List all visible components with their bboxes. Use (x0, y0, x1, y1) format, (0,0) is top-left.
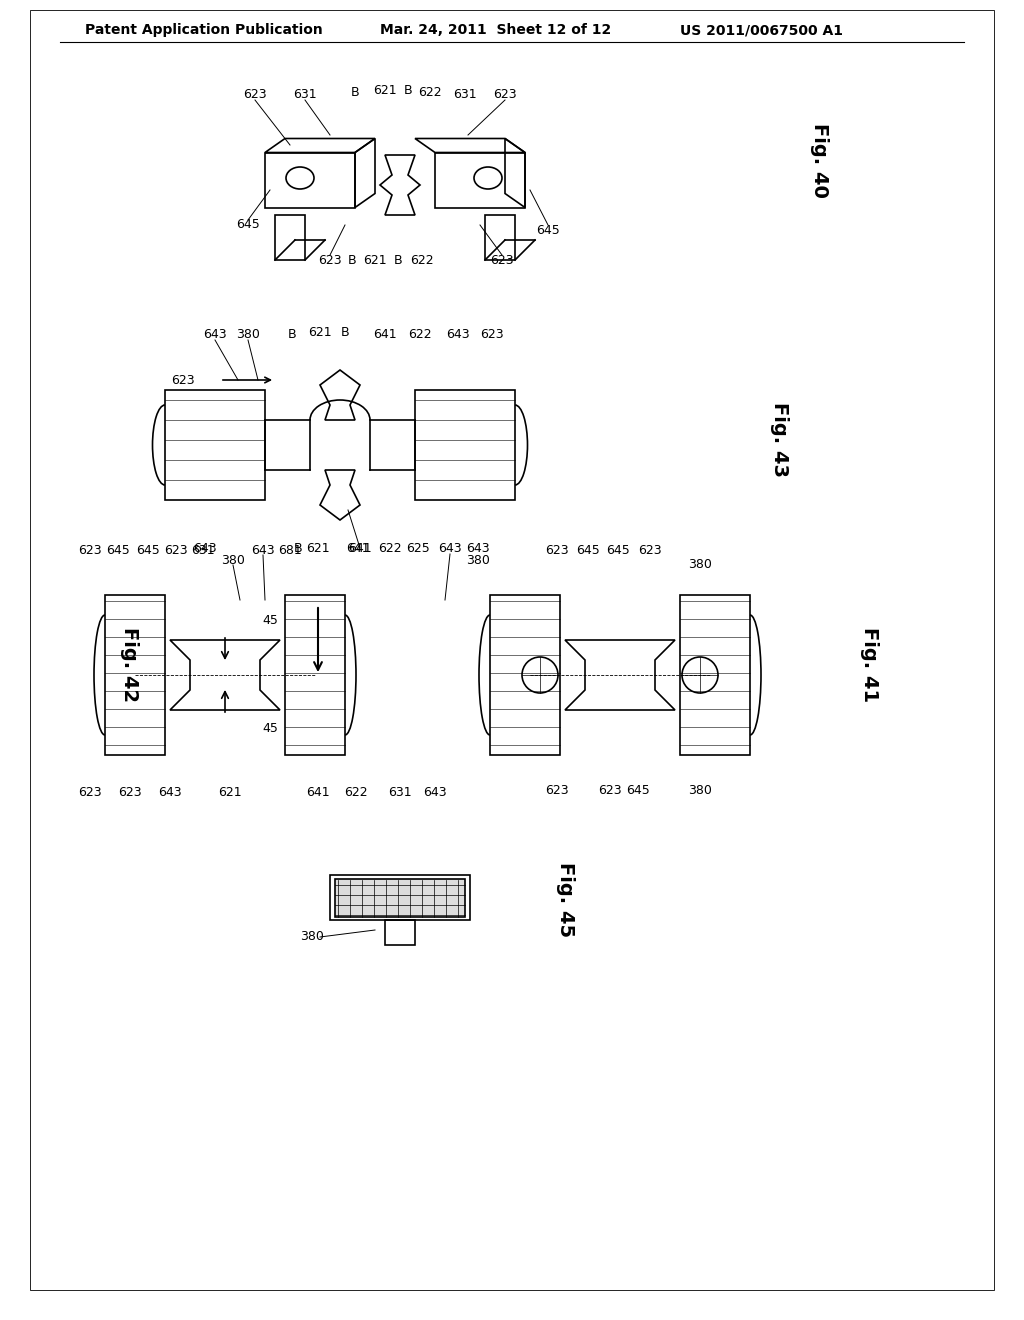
Text: 623: 623 (243, 88, 267, 102)
Text: 621: 621 (364, 253, 387, 267)
Text: 645: 645 (537, 223, 560, 236)
Text: 623: 623 (78, 544, 101, 557)
Text: B: B (341, 326, 349, 339)
Text: Fig. 41: Fig. 41 (860, 627, 880, 702)
Text: 380: 380 (221, 553, 245, 566)
Text: 645: 645 (626, 784, 650, 796)
Text: 643: 643 (423, 787, 446, 800)
Text: 631: 631 (454, 88, 477, 102)
Text: 622: 622 (418, 86, 441, 99)
Text: Patent Application Publication: Patent Application Publication (85, 22, 323, 37)
Text: 380: 380 (237, 329, 260, 342)
Text: US 2011/0067500 A1: US 2011/0067500 A1 (680, 22, 843, 37)
Text: 45: 45 (262, 614, 278, 627)
Text: 622: 622 (344, 787, 368, 800)
Text: 641: 641 (346, 541, 370, 554)
Text: 645: 645 (606, 544, 630, 557)
Text: 643: 643 (194, 541, 217, 554)
Text: 623: 623 (318, 253, 342, 267)
Text: 681: 681 (279, 544, 302, 557)
Text: 623: 623 (638, 544, 662, 557)
Text: 623: 623 (545, 784, 568, 796)
Text: B: B (403, 83, 413, 96)
Text: 621: 621 (218, 787, 242, 800)
Text: 380: 380 (300, 931, 324, 944)
Text: 622: 622 (411, 253, 434, 267)
Text: 621: 621 (306, 541, 330, 554)
Text: Fig. 42: Fig. 42 (121, 627, 139, 702)
Text: Fig. 40: Fig. 40 (811, 123, 829, 198)
FancyBboxPatch shape (335, 879, 465, 917)
Text: 622: 622 (409, 329, 432, 342)
Text: 643: 643 (158, 787, 182, 800)
Text: 622: 622 (378, 541, 401, 554)
Text: B: B (393, 253, 402, 267)
Text: B: B (288, 329, 296, 342)
Text: 623: 623 (164, 544, 187, 557)
Text: 623: 623 (545, 544, 568, 557)
Text: 623: 623 (171, 374, 195, 387)
Text: 641: 641 (348, 541, 372, 554)
Text: B: B (294, 541, 302, 554)
Text: 631: 631 (293, 88, 316, 102)
Text: 621: 621 (308, 326, 332, 339)
Text: 645: 645 (577, 544, 600, 557)
Text: 641: 641 (373, 329, 397, 342)
Text: 631: 631 (191, 544, 215, 557)
Text: 380: 380 (466, 553, 489, 566)
Text: Fig. 45: Fig. 45 (555, 862, 574, 937)
Text: Fig. 43: Fig. 43 (770, 403, 790, 478)
Text: 643: 643 (466, 541, 489, 554)
Text: 643: 643 (251, 544, 274, 557)
Text: 631: 631 (388, 787, 412, 800)
Text: B: B (350, 86, 359, 99)
Text: 623: 623 (78, 787, 101, 800)
Text: 623: 623 (490, 253, 514, 267)
Text: 623: 623 (118, 787, 141, 800)
Text: 380: 380 (688, 558, 712, 572)
Text: 645: 645 (136, 544, 160, 557)
Text: 643: 643 (203, 329, 226, 342)
Text: 643: 643 (446, 329, 470, 342)
Text: 621: 621 (373, 83, 397, 96)
Text: 645: 645 (106, 544, 130, 557)
Text: 623: 623 (480, 329, 504, 342)
Text: 623: 623 (494, 88, 517, 102)
Text: Mar. 24, 2011  Sheet 12 of 12: Mar. 24, 2011 Sheet 12 of 12 (380, 22, 611, 37)
Text: 45: 45 (262, 722, 278, 734)
Text: 380: 380 (688, 784, 712, 796)
Text: 625: 625 (407, 541, 430, 554)
Text: 643: 643 (438, 541, 462, 554)
Text: 641: 641 (306, 787, 330, 800)
Text: 623: 623 (598, 784, 622, 796)
Text: B: B (348, 253, 356, 267)
Text: 645: 645 (237, 219, 260, 231)
